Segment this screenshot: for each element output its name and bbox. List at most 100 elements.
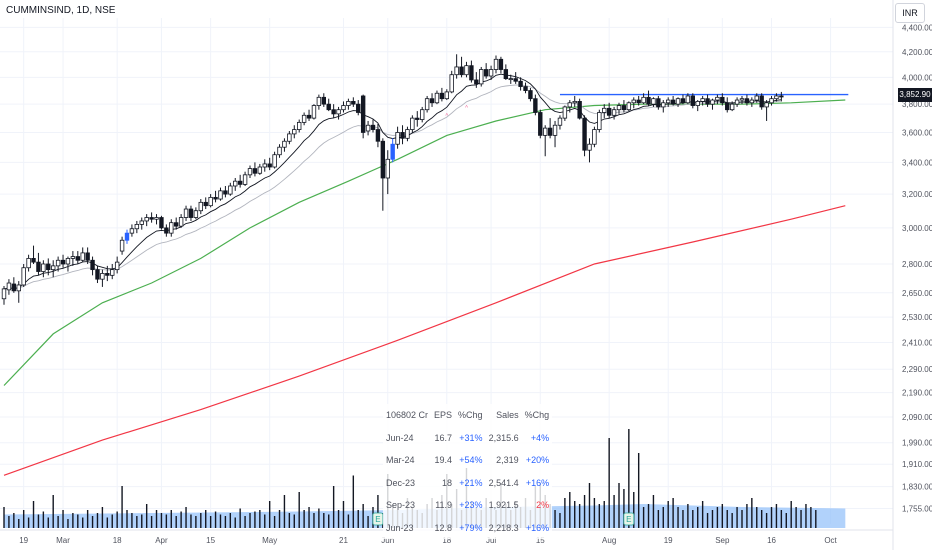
candle-body <box>85 252 90 261</box>
volume-bar <box>642 507 645 528</box>
sales-chg-cell: +16% <box>525 477 550 488</box>
sales-chg-cell: +20% <box>525 455 550 466</box>
eps-header: EPS <box>434 410 453 421</box>
candle-body <box>375 129 381 142</box>
table-row: Jun-24 16.7 +31% 2,315.6 +4% <box>383 427 552 450</box>
candle-body <box>419 109 425 120</box>
candle-body <box>306 114 312 119</box>
x-tick-label: 19 <box>664 536 673 545</box>
volume-bar <box>352 475 355 528</box>
volume-bar <box>559 513 561 528</box>
volume-bar <box>57 516 59 528</box>
candle-body <box>95 269 100 280</box>
quarter-cell: Jun-23 <box>386 522 414 533</box>
candle-body <box>577 101 582 119</box>
candle-body <box>582 117 587 151</box>
volume-bar <box>126 510 128 528</box>
earnings-flag-label: E <box>626 515 631 524</box>
candle-body <box>557 117 563 126</box>
candle-body <box>370 124 376 130</box>
candle-body <box>680 98 686 104</box>
candle-body <box>464 65 469 76</box>
x-tick-label: 15 <box>536 536 545 545</box>
volume-bar <box>657 510 660 528</box>
candle-body <box>656 98 661 108</box>
volume-bar <box>303 510 305 528</box>
candle-body <box>360 95 366 133</box>
volume-bar <box>785 513 787 528</box>
volume-bar <box>377 495 379 528</box>
candle-body <box>356 103 361 113</box>
sales-header: Sales <box>496 410 519 421</box>
volume-bar <box>593 498 596 528</box>
candle-body <box>149 217 154 220</box>
volume-bar <box>82 517 84 528</box>
candle-body <box>400 132 405 139</box>
candle-body <box>587 143 592 151</box>
quarter-cell: Sep-23 <box>386 500 416 511</box>
volume-bar <box>190 514 192 528</box>
candle-body <box>193 210 199 218</box>
y-tick-label: 4,200.00 <box>902 48 932 57</box>
candle-body <box>139 220 144 225</box>
volume-bar <box>721 504 724 528</box>
candle-body <box>390 143 395 160</box>
volume-bar <box>677 507 679 528</box>
volume-bar <box>795 507 797 528</box>
volume-bar <box>62 510 64 528</box>
volume-bar <box>618 483 620 528</box>
volume-bar <box>96 513 99 528</box>
candle-body <box>90 259 95 271</box>
candle-body <box>380 140 386 179</box>
candle-body <box>223 190 228 195</box>
candle-body <box>754 95 759 101</box>
ticker-title: CUMMINSIND, 1D, NSE <box>6 5 116 16</box>
candle-body <box>31 258 36 263</box>
volume-bar <box>682 510 684 528</box>
volume-bar <box>765 513 768 528</box>
volume-bar <box>298 492 300 528</box>
candle-body <box>779 95 784 98</box>
moving-average-line <box>3 99 846 386</box>
x-tick-label: Jun <box>381 536 394 545</box>
candle-body <box>670 99 676 105</box>
volume-bar <box>195 516 197 528</box>
volume-bar <box>244 516 246 528</box>
currency-button[interactable]: INR <box>895 3 925 23</box>
volume-bar <box>662 507 664 528</box>
candle-body <box>395 132 400 145</box>
volume-bar <box>588 483 591 528</box>
candle-body <box>331 109 336 115</box>
volume-bar <box>180 511 182 528</box>
candle-body <box>543 127 548 136</box>
y-tick-label: 2,410.00 <box>902 338 932 347</box>
y-tick-label: 2,650.00 <box>902 289 932 298</box>
volume-bar <box>254 511 256 528</box>
candle-body <box>237 180 243 185</box>
earnings-flag-label: E <box>375 515 380 524</box>
candle-body <box>326 103 331 111</box>
candle-body <box>567 102 572 108</box>
volume-bar <box>72 513 74 528</box>
candle-body <box>228 185 233 195</box>
ema-slow-line <box>3 84 782 290</box>
volume-bar <box>175 516 177 528</box>
candle-body <box>208 196 213 207</box>
candle-body <box>597 112 602 130</box>
candle-body <box>257 166 263 174</box>
candle-body <box>105 273 110 276</box>
eps-chg-cell: +79% <box>459 522 483 533</box>
volume-bar <box>628 429 630 528</box>
candle-body <box>262 163 267 168</box>
candle-body <box>675 98 681 105</box>
candle-body <box>242 174 248 185</box>
volume-bar <box>150 516 153 528</box>
candle-body <box>346 101 351 106</box>
y-tick-label: 1,910.00 <box>902 460 932 469</box>
candle-body <box>6 282 12 291</box>
candle-body <box>602 107 607 113</box>
y-tick-label: 3,600.00 <box>902 128 932 137</box>
volume-bar <box>77 514 79 528</box>
volume-bar <box>268 501 271 528</box>
